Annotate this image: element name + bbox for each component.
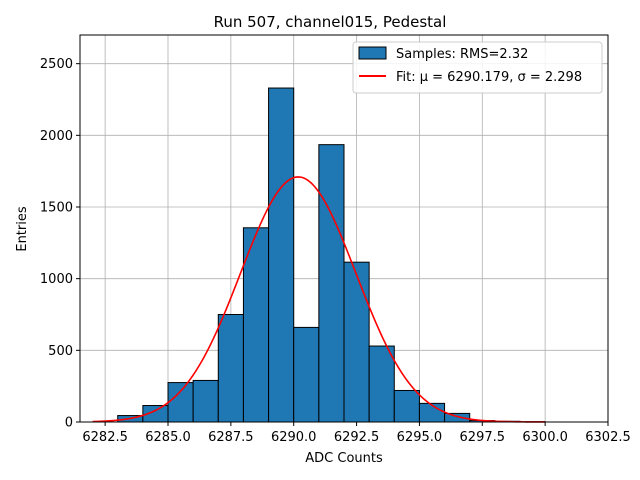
y-tick-label-0: 0 xyxy=(65,416,73,431)
histogram-bar-8 xyxy=(318,144,345,423)
histogram-bar-6 xyxy=(268,87,295,423)
y-axis-label: Entries xyxy=(15,206,30,252)
histogram-bar-3 xyxy=(192,379,219,423)
legend-box xyxy=(352,41,603,94)
y-tick-label-5: 2500 xyxy=(40,57,73,72)
histogram-bar-2 xyxy=(167,382,194,423)
histogram-bar-4 xyxy=(217,314,244,423)
x-tick-label-1: 6285.0 xyxy=(145,430,191,445)
legend-swatch-samples xyxy=(358,46,387,60)
legend-label-samples: Samples: RMS=2.32 xyxy=(396,47,528,62)
y-tick-label-4: 2000 xyxy=(40,129,73,144)
x-axis-label: ADC Counts xyxy=(305,451,383,466)
histogram-bar-10 xyxy=(368,345,395,423)
x-tick-label-4: 6292.5 xyxy=(334,430,380,445)
x-tick-label-8: 6302.5 xyxy=(585,430,631,445)
chart-title: Run 507, channel015, Pedestal xyxy=(214,13,447,31)
x-axis-ticks: 6282.5 6285.0 6287.5 6290.0 6292.5 6295.0 6297… xyxy=(82,422,631,445)
legend: Samples: RMS=2.32 Fit: μ = 6290.179, σ =… xyxy=(352,41,603,94)
histogram-bars xyxy=(117,87,546,423)
x-tick-label-0: 6282.5 xyxy=(82,430,128,445)
x-tick-label-5: 6295.0 xyxy=(397,430,443,445)
histogram-bar-9 xyxy=(343,261,370,423)
fit-curve xyxy=(92,176,546,423)
legend-label-fit: Fit: μ = 6290.179, σ = 2.298 xyxy=(396,70,582,85)
x-tick-label-3: 6290.0 xyxy=(271,430,317,445)
x-tick-label-6: 6297.5 xyxy=(460,430,506,445)
y-axis-ticks: 0 500 1000 1500 2000 2500 xyxy=(40,57,80,431)
fit-curve-layer xyxy=(92,176,546,423)
y-tick-label-1: 500 xyxy=(48,344,73,359)
histogram-bar-11 xyxy=(393,389,420,423)
histogram-bar-7 xyxy=(293,326,320,423)
y-tick-label-3: 1500 xyxy=(40,201,73,216)
x-tick-label-2: 6287.5 xyxy=(208,430,254,445)
plot-frame xyxy=(79,34,609,423)
y-tick-label-2: 1000 xyxy=(40,272,73,287)
x-tick-label-7: 6300.0 xyxy=(522,430,568,445)
